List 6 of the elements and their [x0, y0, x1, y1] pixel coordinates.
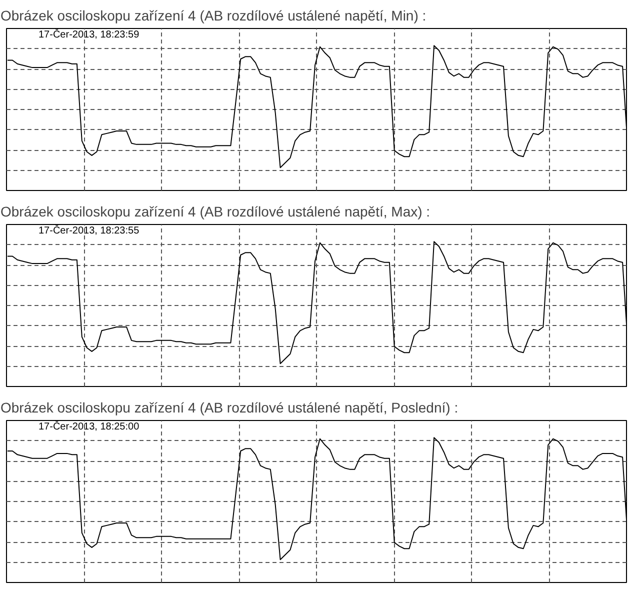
chart-title: Obrázek osciloskopu zařízení 4 (AB rozdílové ustálené napětí, Poslední) : [0, 400, 458, 416]
text: 17-Čer-2013, 18:25:00 [38, 420, 140, 432]
text: 17-Čer-2013, 18:23:59 [38, 28, 140, 40]
chart-title: Obrázek osciloskopu zařízení 4 (AB rozdílové ustálené napětí, Min) : [0, 8, 426, 24]
text: 17-Čer-2013, 18:23:55 [38, 224, 140, 236]
chart-title: Obrázek osciloskopu zařízení 4 (AB rozdílové ustálené napětí, Max) : [0, 204, 430, 220]
